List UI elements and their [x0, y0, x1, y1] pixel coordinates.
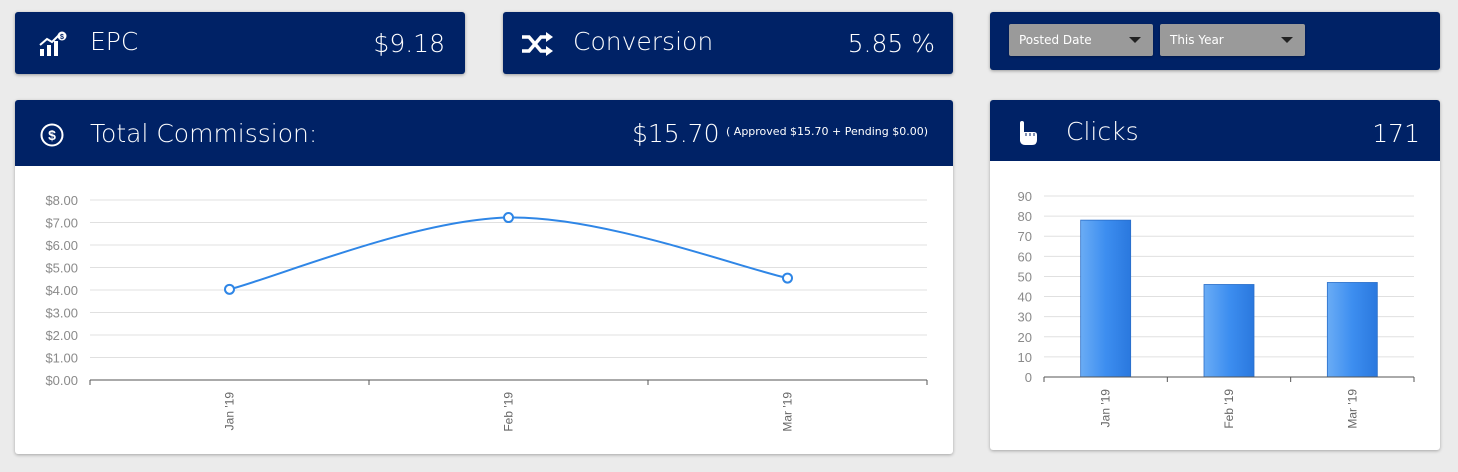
- x-tick-label: Mar '19: [1345, 389, 1359, 429]
- shuffle-icon: [522, 32, 553, 56]
- y-tick-label: 50: [1018, 269, 1032, 284]
- epc-label: EPC: [90, 27, 139, 56]
- y-tick-label: 10: [1018, 350, 1032, 365]
- x-tick-label: Feb '19: [1222, 389, 1236, 429]
- y-tick-label: 60: [1018, 249, 1032, 264]
- clicks-panel: Clicks 171 0 10 20 30 40 50 60 70 80 90 Jan '19 Feb…: [990, 100, 1440, 450]
- svg-text:$: $: [48, 127, 56, 143]
- y-tick-label: $0.00: [45, 373, 78, 388]
- date-type-select-value: Posted Date: [1019, 33, 1092, 47]
- bar: [1203, 284, 1255, 378]
- x-tick-label: Jan '19: [223, 392, 237, 431]
- y-tick-label: $8.00: [45, 193, 78, 208]
- commission-header: $ Total Commission: $15.70 ( Approved $1…: [15, 100, 953, 166]
- x-tick-label: Feb '19: [502, 392, 516, 432]
- series-line: [229, 216, 788, 291]
- date-type-select[interactable]: Posted Date: [1009, 24, 1153, 56]
- clicks-label: Clicks: [1066, 117, 1139, 146]
- y-tick-label: 80: [1018, 209, 1032, 224]
- growth-chart-icon: $: [39, 31, 67, 56]
- filters-card: Posted Date This Year: [990, 12, 1440, 70]
- y-tick-label: 20: [1018, 330, 1032, 345]
- data-point: [782, 272, 793, 284]
- commission-line-chart: $0.00 $1.00 $2.00 $3.00 $4.00 $5.00 $6.00 $7.00…: [45, 193, 928, 432]
- dollar-circle-icon: $: [40, 123, 64, 147]
- date-range-select-value: This Year: [1170, 33, 1224, 47]
- bar: [1080, 219, 1132, 378]
- bar: [1326, 282, 1378, 378]
- commission-panel: $ Total Commission: $15.70 ( Approved $1…: [15, 100, 953, 454]
- svg-text:$: $: [60, 34, 64, 41]
- y-tick-label: $5.00: [45, 261, 78, 276]
- chevron-down-icon: [1129, 37, 1141, 43]
- commission-value: $15.70: [632, 119, 720, 148]
- data-point: [224, 283, 235, 295]
- date-range-select[interactable]: This Year: [1160, 24, 1305, 56]
- clicks-bar-chart: 0 10 20 30 40 50 60 70 80 90 Jan '19 Feb '19 Mar '19: [1018, 189, 1415, 429]
- y-tick-label: 90: [1018, 189, 1032, 204]
- commission-label: Total Commission:: [90, 119, 318, 148]
- conversion-value: 5.85 %: [847, 29, 935, 58]
- conversion-label: Conversion: [573, 27, 714, 56]
- y-tick-label: 30: [1018, 310, 1032, 325]
- y-tick-label: 40: [1018, 290, 1032, 305]
- commission-detail: ( Approved $15.70 + Pending $0.00): [726, 125, 928, 138]
- epc-card: $ EPC $9.18: [15, 12, 465, 74]
- y-tick-label: $3.00: [45, 306, 78, 321]
- y-tick-label: 0: [1025, 370, 1032, 385]
- y-tick-label: 70: [1018, 229, 1032, 244]
- pointer-hand-icon: [1020, 121, 1037, 145]
- data-point: [503, 212, 514, 224]
- y-tick-label: $6.00: [45, 238, 78, 253]
- y-tick-label: $4.00: [45, 283, 78, 298]
- clicks-header: Clicks 171: [990, 100, 1440, 161]
- conversion-card: Conversion 5.85 %: [503, 12, 953, 74]
- y-tick-label: $7.00: [45, 216, 78, 231]
- clicks-value: 171: [1372, 119, 1420, 148]
- x-tick-label: Mar '19: [781, 392, 795, 432]
- y-tick-label: $2.00: [45, 328, 78, 343]
- chevron-down-icon: [1281, 37, 1293, 43]
- y-tick-label: $1.00: [45, 351, 78, 366]
- epc-value: $9.18: [373, 29, 445, 58]
- x-tick-label: Jan '19: [1099, 389, 1113, 428]
